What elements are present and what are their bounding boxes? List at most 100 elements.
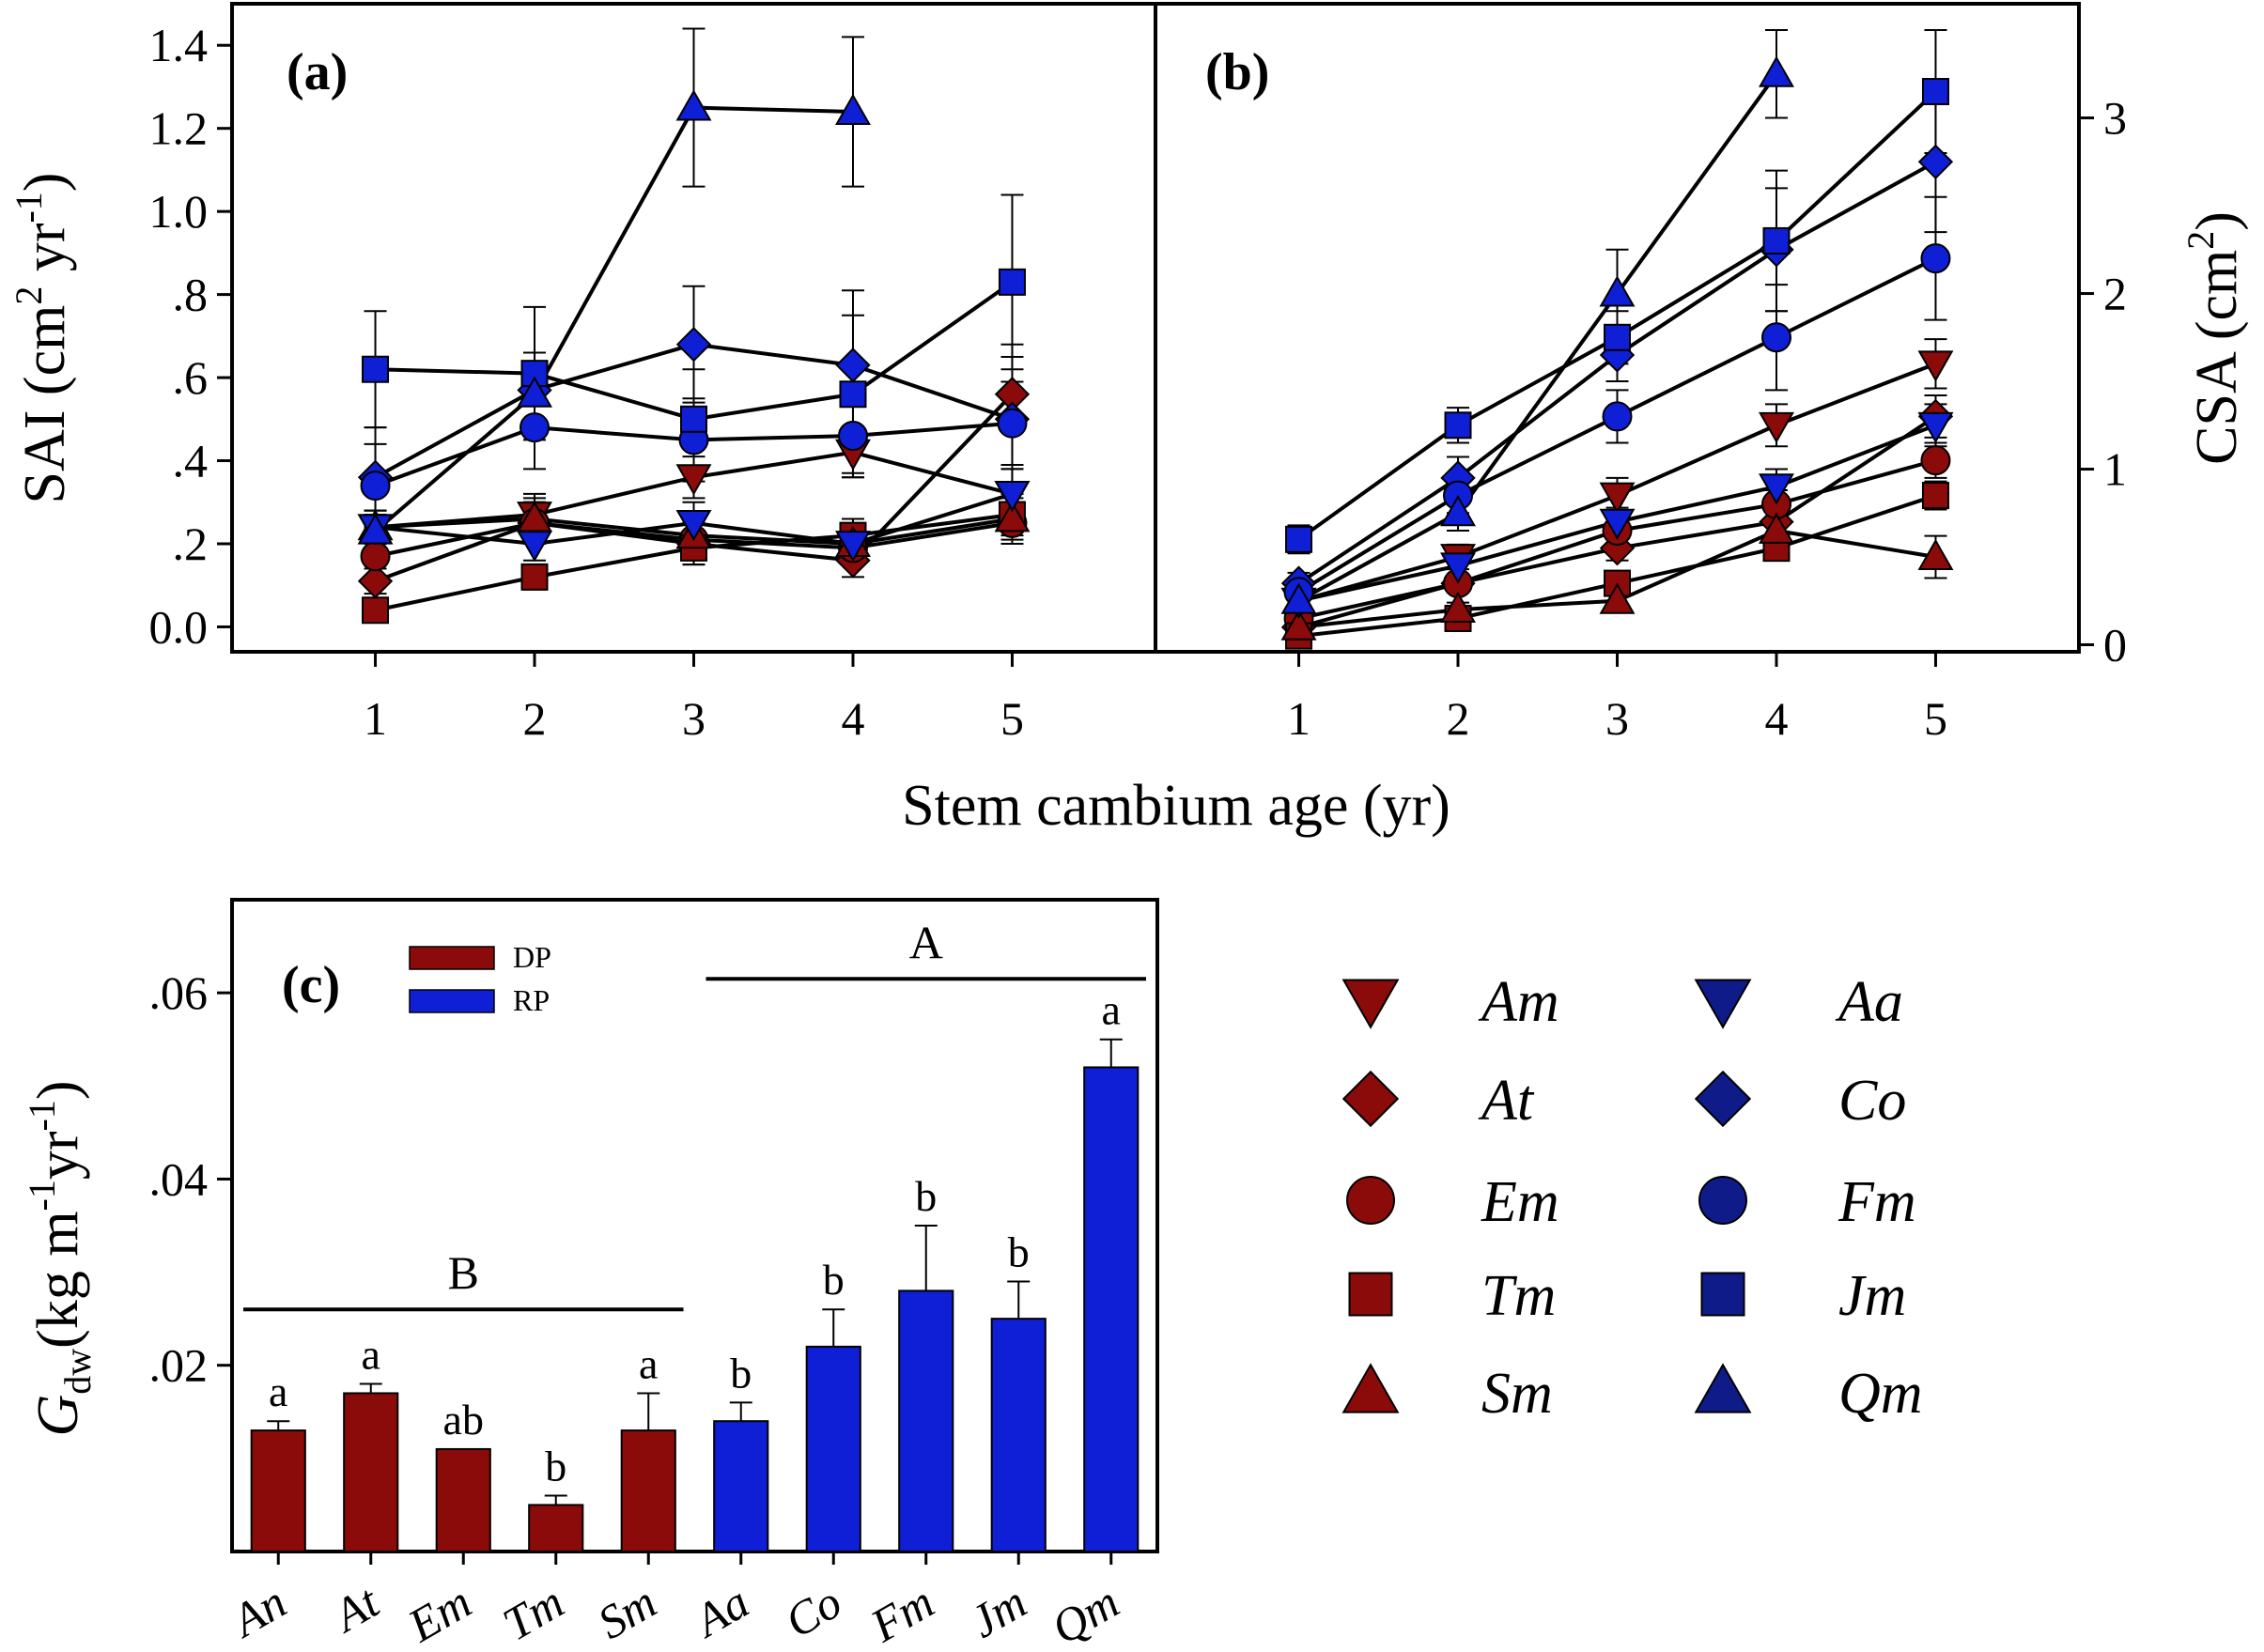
panel-c-frame (230, 898, 1159, 1553)
data-point-Qm (1599, 275, 1636, 307)
data-point-Aa (835, 531, 871, 563)
y-tick-label: 0 (2103, 619, 2127, 672)
data-point-Jm (520, 360, 549, 388)
significance-letter: b (730, 1349, 752, 1397)
data-point-Qm (1759, 55, 1794, 87)
legend-label-Sm: Sm (1481, 1362, 1553, 1426)
group-label-A: A (909, 916, 943, 968)
data-point-Co (1917, 144, 1954, 179)
data-point-Aa (1759, 473, 1794, 505)
data-point-Aa (994, 480, 1031, 513)
x-tick-label: An (221, 1575, 295, 1648)
svg-text:Gdw(kg m-1yr-1): Gdw(kg m-1yr-1) (21, 1080, 99, 1436)
panel-c-legend: DP RP (409, 940, 551, 1017)
data-point-Fm (360, 471, 391, 502)
data-point-Sm (1280, 609, 1317, 641)
species-legend: Am At Em Tm Sm Aa Co Fm Jm Qm (1341, 970, 1923, 1426)
legend-label-Em: Em (1481, 1170, 1559, 1234)
y-tick-label: 1.4 (149, 19, 209, 71)
data-point-Em (1920, 445, 1951, 476)
legend-marker-Sm (1341, 1363, 1400, 1413)
data-point-Fm (1602, 401, 1633, 432)
x-tick-label: 5 (1000, 692, 1024, 745)
data-point-Jm (1285, 525, 1313, 553)
legend-label-DP: DP (513, 940, 551, 974)
legend-label-Tm: Tm (1481, 1264, 1556, 1328)
panel-a-label: (a) (287, 43, 348, 101)
legend-label-At: At (1478, 1069, 1535, 1133)
data-point-Am (1759, 411, 1794, 444)
significance-letter: b (1008, 1227, 1030, 1275)
data-point-Aa (517, 531, 552, 563)
bar-Aa (713, 1420, 769, 1552)
y-tick-label: 1.2 (149, 102, 209, 155)
legend-swatch-RP (409, 989, 495, 1013)
y-tick-label: .6 (173, 351, 209, 404)
data-point-Fm (519, 412, 550, 443)
data-point-Qm (357, 513, 394, 545)
panel-b-markers (1280, 55, 1954, 650)
data-point-Co (675, 327, 712, 363)
data-point-Qm (1280, 582, 1317, 614)
bar-Qm (1083, 1066, 1140, 1552)
legend-label-Qm: Qm (1838, 1362, 1923, 1426)
legend-marker-Fm (1698, 1176, 1747, 1225)
data-point-Aa (1917, 411, 1954, 444)
panel-c-y-axis-label: Gdw(kg m-1yr-1) (21, 1080, 99, 1436)
x-tick-label: 2 (523, 692, 547, 745)
significance-letter: a (269, 1367, 287, 1415)
data-point-Jm (680, 405, 707, 433)
data-point-Aa (1440, 552, 1476, 584)
x-tick-label: Tm (494, 1575, 572, 1650)
legend-label-Co: Co (1838, 1069, 1906, 1133)
y-tick-label: 1 (2103, 443, 2127, 496)
data-point-Tm (1921, 482, 1949, 510)
data-point-Sm (994, 501, 1031, 533)
data-point-Tm (362, 596, 390, 625)
data-point-Sm (1599, 582, 1636, 614)
legend-marker-Am (1341, 979, 1400, 1029)
data-point-Fm (1760, 322, 1791, 353)
panel-b-csa-chart: CSA (cm2) (b) 1 2 3 4 5 0 1 2 3 (1154, 2, 2249, 745)
legend-marker-Co (1694, 1070, 1752, 1128)
significance-letter: a (362, 1331, 380, 1379)
series-line-Qm (374, 105, 854, 533)
data-point-Sm (1440, 591, 1476, 624)
x-tick-label: 2 (1447, 692, 1470, 745)
legend-marker-Em (1346, 1176, 1395, 1225)
data-point-Qm (835, 93, 871, 125)
bar-Em (435, 1447, 491, 1553)
data-point-Tm (520, 563, 549, 591)
svg-text:CSA (cm2): CSA (cm2) (2179, 211, 2249, 465)
legend-marker-At (1341, 1070, 1400, 1128)
data-point-Am (675, 464, 712, 496)
data-point-Sm (1759, 512, 1794, 544)
data-point-Em (360, 541, 391, 572)
data-point-Jm (1762, 226, 1791, 255)
bar-An (250, 1429, 306, 1552)
data-point-Fm (837, 421, 868, 451)
x-tick-label: Co (776, 1575, 850, 1648)
y-tick-label: .4 (173, 435, 209, 487)
y-tick-label: 2 (2103, 268, 2127, 320)
panel-b-label: (b) (1205, 43, 1269, 101)
x-tick-label: At (322, 1574, 388, 1643)
legend-marker-Tm (1348, 1272, 1393, 1317)
panel-b-y-axis-label: CSA (cm2) (2179, 211, 2249, 465)
x-tick-label: 5 (1924, 692, 1947, 745)
significance-letter: b (545, 1443, 566, 1490)
svg-text:SAI (cm2 yr-1): SAI (cm2 yr-1) (8, 173, 77, 504)
group-label-B: B (448, 1246, 479, 1299)
legend-label-Aa: Aa (1835, 970, 1903, 1034)
legend-marker-Qm (1694, 1363, 1752, 1413)
legend-marker-Aa (1694, 979, 1752, 1029)
x-tick-label: 4 (841, 692, 864, 745)
y-tick-label: 1.0 (149, 185, 209, 238)
legend-swatch-DP (409, 946, 495, 970)
panel-a-y-axis-label: SAI (cm2 yr-1) (8, 173, 77, 504)
x-tick-label: 3 (682, 692, 706, 745)
significance-letter: ab (443, 1396, 484, 1444)
significance-letter: b (823, 1256, 845, 1304)
legend-label-Jm: Jm (1838, 1264, 1906, 1328)
